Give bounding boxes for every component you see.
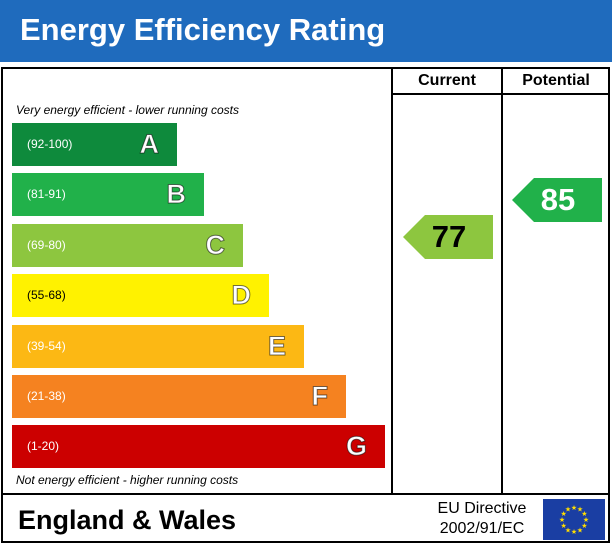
current-column-header: Current <box>418 72 476 89</box>
band-range-label: (21-38) <box>27 389 66 403</box>
footer-divider <box>1 493 610 495</box>
band-letter-label: C <box>205 230 225 261</box>
region-label: England & Wales <box>18 505 237 535</box>
eu-flag-icon: ★ ★ ★ ★ ★ ★ ★ ★ ★ ★ ★ ★ <box>543 499 605 540</box>
star-icon: ★ <box>571 528 577 536</box>
potential-column-header: Potential <box>522 72 590 89</box>
star-icon: ★ <box>560 522 566 530</box>
band-range-label: (39-54) <box>27 339 66 353</box>
current-arrow-shape <box>403 215 493 259</box>
band-range-label: (1-20) <box>27 439 60 453</box>
star-icon: ★ <box>577 526 583 534</box>
current-rating-value: 77 <box>431 219 467 254</box>
rating-table <box>1 67 610 543</box>
band-letter-label: E <box>267 331 286 362</box>
eu-stars: ★★★★★★★★★ ★ ★★ <box>559 504 589 536</box>
band-c: (69-80) C <box>12 224 243 267</box>
current-column-divider <box>391 67 393 495</box>
band-b: (81-91) B <box>12 173 204 216</box>
band-range-label: (69-80) <box>27 238 66 252</box>
band-a: (92-100) A <box>12 123 177 166</box>
band-letter-label: B <box>166 179 186 210</box>
band-letter-label: G <box>345 431 367 462</box>
band-d: (55-68) D <box>12 274 269 317</box>
band-range-label: (55-68) <box>27 288 66 302</box>
band-f: (21-38) F <box>12 375 346 418</box>
potential-rating-arrow: 85 <box>512 178 602 222</box>
page-title: Energy Efficiency Rating <box>20 12 386 47</box>
star-icon: ★ <box>559 516 565 524</box>
band-range-label: (81-91) <box>27 187 66 201</box>
star-icon: ★ <box>560 510 566 518</box>
top-note: Very energy efficient - lower running co… <box>16 103 239 117</box>
band-letter-label: D <box>231 280 251 311</box>
band-letter-label: A <box>139 129 159 160</box>
band-range-label: (92-100) <box>27 137 73 151</box>
current-rating-arrow: 77 <box>403 215 493 259</box>
potential-column-divider <box>501 67 503 495</box>
header-row-divider <box>391 93 609 95</box>
header-bar: Energy Efficiency Rating <box>0 0 612 62</box>
star-icon: ★ <box>565 506 571 514</box>
star-icon: ★ <box>583 516 589 524</box>
band-e: (39-54) E <box>12 325 304 368</box>
potential-arrow-shape <box>512 178 602 222</box>
star-icon: ★ <box>577 506 583 514</box>
directive-line-1: EU Directive <box>437 500 527 517</box>
potential-rating-value: 85 <box>540 182 576 217</box>
star-icon: ★ <box>581 510 587 518</box>
star-icon: ★ <box>581 522 587 530</box>
star-icon: ★ <box>571 504 577 512</box>
star-icon: ★ <box>565 526 571 534</box>
directive-line-2: 2002/91/EC <box>439 520 525 537</box>
band-letter-label: F <box>311 381 328 412</box>
band-g: (1-20) G <box>12 425 385 468</box>
bottom-note: Not energy efficient - higher running co… <box>16 473 239 487</box>
